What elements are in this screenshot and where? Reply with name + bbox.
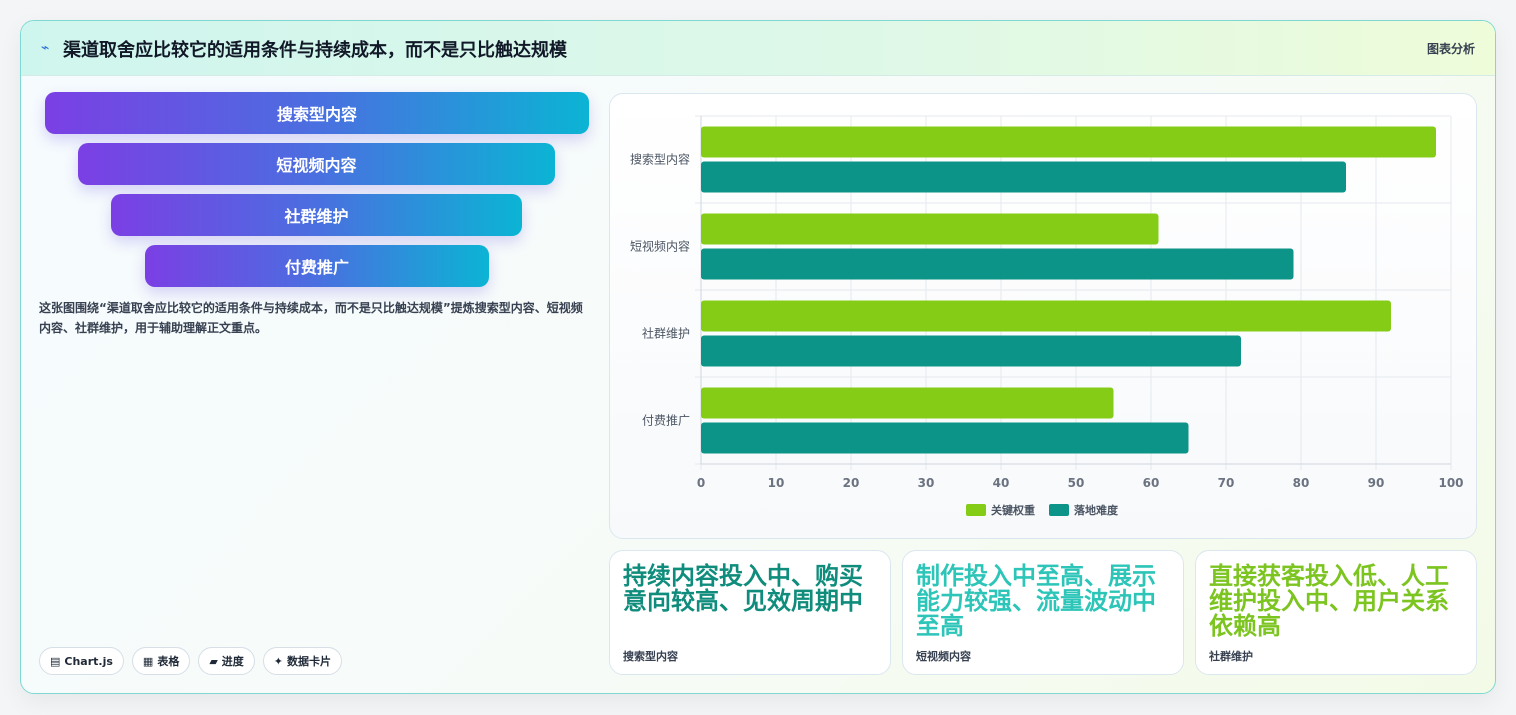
chip-progress[interactable]: ▰ 进度: [198, 647, 255, 675]
x-tick-label: 20: [843, 476, 860, 490]
funnel-item-short-video: 短视频内容: [78, 143, 555, 185]
stat-label: 社群维护: [1209, 650, 1253, 663]
x-tick-label: 90: [1368, 476, 1385, 490]
y-category-label: 付费推广: [642, 414, 690, 428]
chart-description: 这张图围绕“渠道取舍应比较它的适用条件与持续成本，而不是只比触达规模”提炼搜索型…: [39, 301, 583, 335]
funnel-label: 短视频内容: [276, 156, 357, 175]
page-title: 渠道取舍应比较它的适用条件与持续成本，而不是只比触达规模: [63, 40, 567, 61]
chart-analysis-tag: 图表分析: [1426, 42, 1475, 56]
legend-swatch: [1049, 504, 1069, 516]
spark-icon: ⌁: [41, 40, 50, 56]
stat-card-search: 持续内容投入中、购买意向较高、见效周期中 搜索型内容: [609, 550, 891, 675]
progress-icon: ▰: [209, 654, 218, 668]
card-header: ⌁ 渠道取舍应比较它的适用条件与持续成本，而不是只比触达规模 图表分析: [21, 21, 1495, 76]
x-tick-label: 10: [768, 476, 785, 490]
bar-difficulty: [701, 335, 1241, 367]
bar-difficulty: [701, 422, 1189, 454]
x-tick-label: 50: [1068, 476, 1085, 490]
x-tick-label: 40: [993, 476, 1010, 490]
stat-card-community: 直接获客投入低、人工维护投入中、用户关系依赖高 社群维护: [1195, 550, 1477, 675]
chip-chartjs[interactable]: ▤ Chart.js: [39, 647, 124, 675]
funnel-label: 搜索型内容: [276, 105, 357, 124]
legend-label: 落地难度: [1074, 503, 1119, 517]
bar-key-weight: [701, 213, 1159, 245]
funnel-item-paid: 付费推广: [145, 245, 489, 287]
x-tick-label: 30: [918, 476, 935, 490]
table-icon: ▦: [142, 654, 154, 668]
bar-difficulty: [701, 248, 1294, 280]
chip-label: 表格: [157, 655, 180, 668]
funnel-label: 社群维护: [284, 207, 349, 226]
stat-card-short-video: 制作投入中至高、展示能力较强、流量波动中至高 短视频内容: [902, 550, 1184, 675]
x-tick-label: 100: [1438, 476, 1463, 490]
chip-data-card[interactable]: ✦ 数据卡片: [262, 647, 343, 675]
chip-label: 数据卡片: [287, 655, 332, 668]
bar-key-weight: [701, 300, 1391, 332]
chip-label: Chart.js: [64, 654, 113, 668]
funnel-item-search: 搜索型内容: [45, 92, 589, 134]
chip-table[interactable]: ▦ 表格: [131, 647, 191, 675]
legend-swatch: [966, 504, 986, 516]
stat-value: 制作投入中至高、展示能力较强、流量波动中至高: [916, 562, 1156, 640]
x-tick-label: 60: [1143, 476, 1160, 490]
chart-card: ⌁ 渠道取舍应比较它的适用条件与持续成本，而不是只比触达规模 图表分析 搜索型内…: [20, 20, 1496, 694]
bar-key-weight: [701, 387, 1114, 419]
y-category-label: 短视频内容: [630, 239, 690, 254]
funnel-label: 付费推广: [284, 258, 349, 277]
bar-chart-panel: 0 10 20 30 40 50 60 70 80 90 100 搜索型内容短视频内容社群维护付费推广…: [609, 93, 1477, 539]
funnel-item-community: 社群维护: [111, 194, 522, 236]
data-card-icon: ✦: [273, 654, 284, 668]
stat-value: 直接获客投入低、人工维护投入中、用户关系依赖高: [1209, 562, 1449, 640]
stat-label: 搜索型内容: [623, 650, 678, 663]
x-tick-label: 0: [697, 476, 705, 490]
stat-label: 短视频内容: [916, 650, 971, 663]
y-category-label: 社群维护: [642, 326, 690, 341]
legend-label: 关键权重: [991, 503, 1035, 517]
x-tick-label: 80: [1293, 476, 1310, 490]
stat-value: 持续内容投入中、购买意向较高、见效周期中: [623, 562, 863, 615]
x-tick-label: 70: [1218, 476, 1235, 490]
tool-chips: ▤ Chart.js ▦ 表格 ▰ 进度 ✦ 数据卡片: [39, 647, 343, 675]
y-category-label: 搜索型内容: [630, 152, 690, 167]
chip-label: 进度: [221, 655, 244, 668]
bar-chart: 0 10 20 30 40 50 60 70 80 90 100 搜索型内容短视频内容社群维护付费推广…: [630, 115, 1464, 517]
chart-icon: ▤: [50, 654, 61, 668]
bar-key-weight: [701, 126, 1436, 158]
bar-difficulty: [701, 161, 1346, 193]
